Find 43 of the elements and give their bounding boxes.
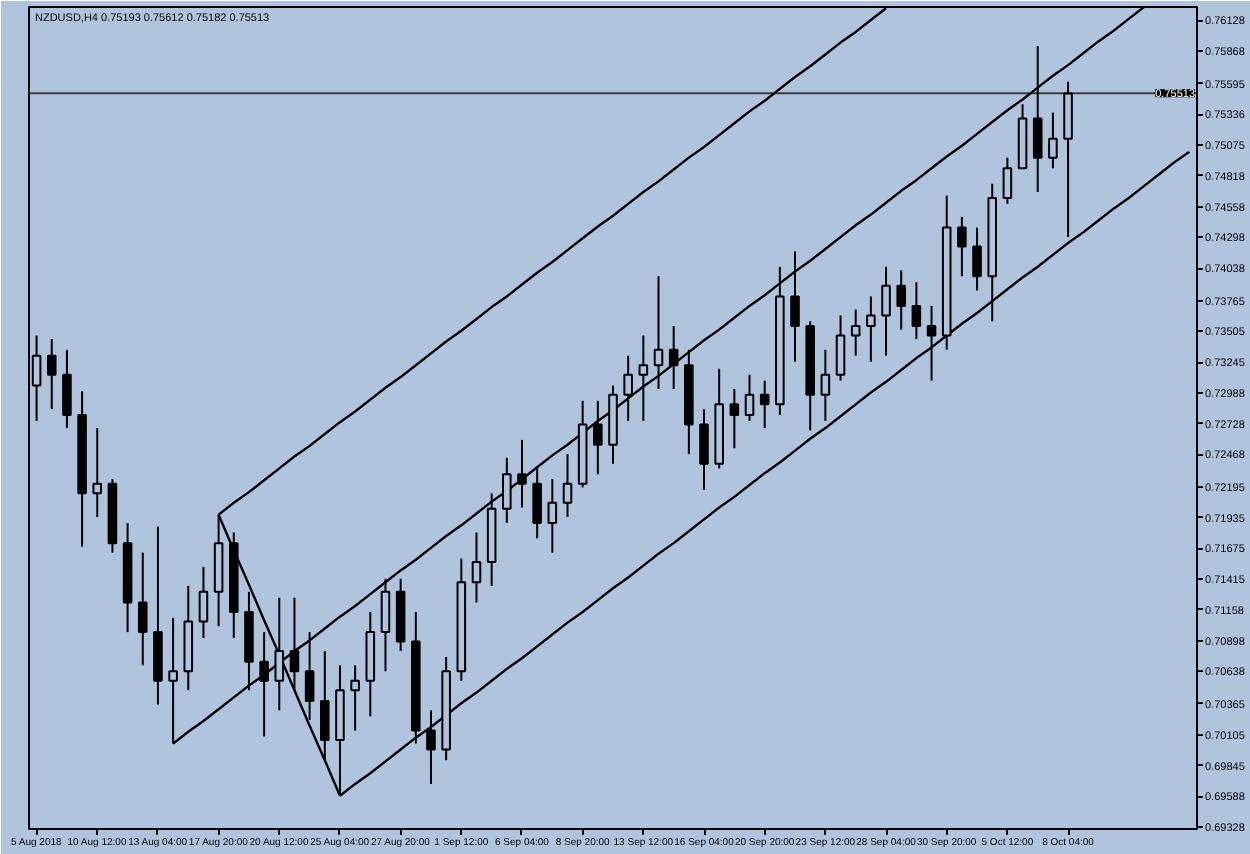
candlestick [380, 577, 391, 673]
candlestick [137, 551, 148, 667]
candlestick [532, 467, 542, 540]
candlestick [820, 348, 831, 422]
candlestick [289, 596, 300, 692]
candlestick [46, 338, 57, 411]
candlestick [896, 269, 906, 331]
candlestick [911, 281, 922, 341]
candlestick [502, 456, 512, 524]
candlestick [957, 215, 967, 278]
candlestick [350, 664, 360, 732]
candlestick [729, 387, 740, 450]
candlestick [926, 304, 937, 382]
candlestick [1063, 80, 1073, 239]
candlestick [668, 325, 679, 390]
candlestick [426, 709, 436, 785]
candlestick [699, 408, 709, 491]
candlestick [1048, 111, 1058, 170]
candlestick [866, 295, 876, 363]
candlestick [638, 334, 649, 422]
candlestick [744, 373, 755, 422]
candlestick [320, 650, 330, 762]
candlestick [562, 453, 573, 519]
candlestick [517, 438, 527, 509]
candlestick [972, 226, 982, 292]
candlestick [1032, 45, 1043, 194]
candlestick [790, 250, 800, 363]
candlestick [850, 308, 861, 357]
candlestick [759, 379, 770, 430]
candlestick [653, 275, 664, 390]
candlestick [92, 427, 103, 519]
candlestick [593, 399, 603, 476]
candlestick [623, 354, 633, 422]
candlestick [471, 531, 482, 604]
candlestick [835, 314, 846, 382]
candlestick [881, 265, 891, 357]
candlestick [259, 631, 269, 738]
candlestick [304, 631, 315, 721]
candlestick [62, 348, 72, 430]
candlestick [198, 565, 209, 640]
candlestick [1002, 156, 1013, 205]
candlestick [274, 596, 285, 712]
candlestick [547, 478, 558, 554]
